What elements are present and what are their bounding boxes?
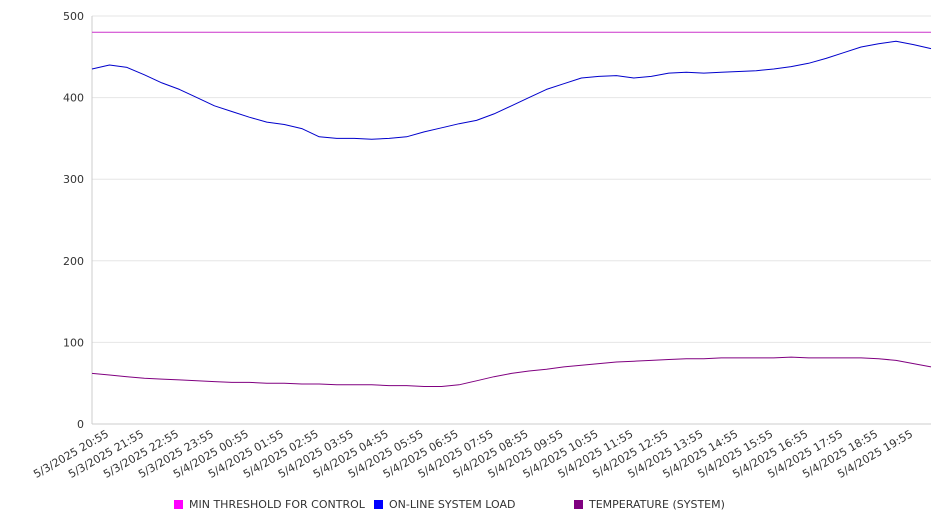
axes [91,16,931,425]
legend-item-system-load[interactable]: ON-LINE SYSTEM LOAD [374,498,515,511]
legend-label-temperature: TEMPERATURE (SYSTEM) [589,498,725,511]
series-line-temperature-system [91,356,932,387]
legend: MIN THRESHOLD FOR CONTROL ON-LINE SYSTEM… [0,498,946,516]
x-axis-tick-labels: 5/3/2025 20:555/3/2025 21:555/3/2025 22:… [31,427,915,481]
legend-item-min-threshold[interactable]: MIN THRESHOLD FOR CONTROL [174,498,365,511]
gridlines [92,15,931,343]
y-axis-tick-labels: 0 100 200 300 400 500 [63,10,84,431]
y-tick-label: 400 [63,92,84,105]
legend-swatch-min-threshold [174,500,183,509]
y-tick-label: 100 [63,336,84,349]
y-tick-label: 200 [63,255,84,268]
line-chart-svg: 0 100 200 300 400 500 5/3/2025 20:555/3/2025 … [31,10,932,481]
y-tick-label: 500 [63,10,84,23]
y-tick-label: 0 [77,418,84,431]
legend-item-temperature[interactable]: TEMPERATURE (SYSTEM) [574,498,725,511]
y-tick-label: 300 [63,173,84,186]
legend-label-system-load: ON-LINE SYSTEM LOAD [389,498,516,511]
series-lines [91,31,932,387]
series-line-on-line-system-load [91,40,932,140]
legend-swatch-system-load [374,500,383,509]
legend-label-min-threshold: MIN THRESHOLD FOR CONTROL [189,498,365,511]
legend-swatch-temperature [574,500,583,509]
